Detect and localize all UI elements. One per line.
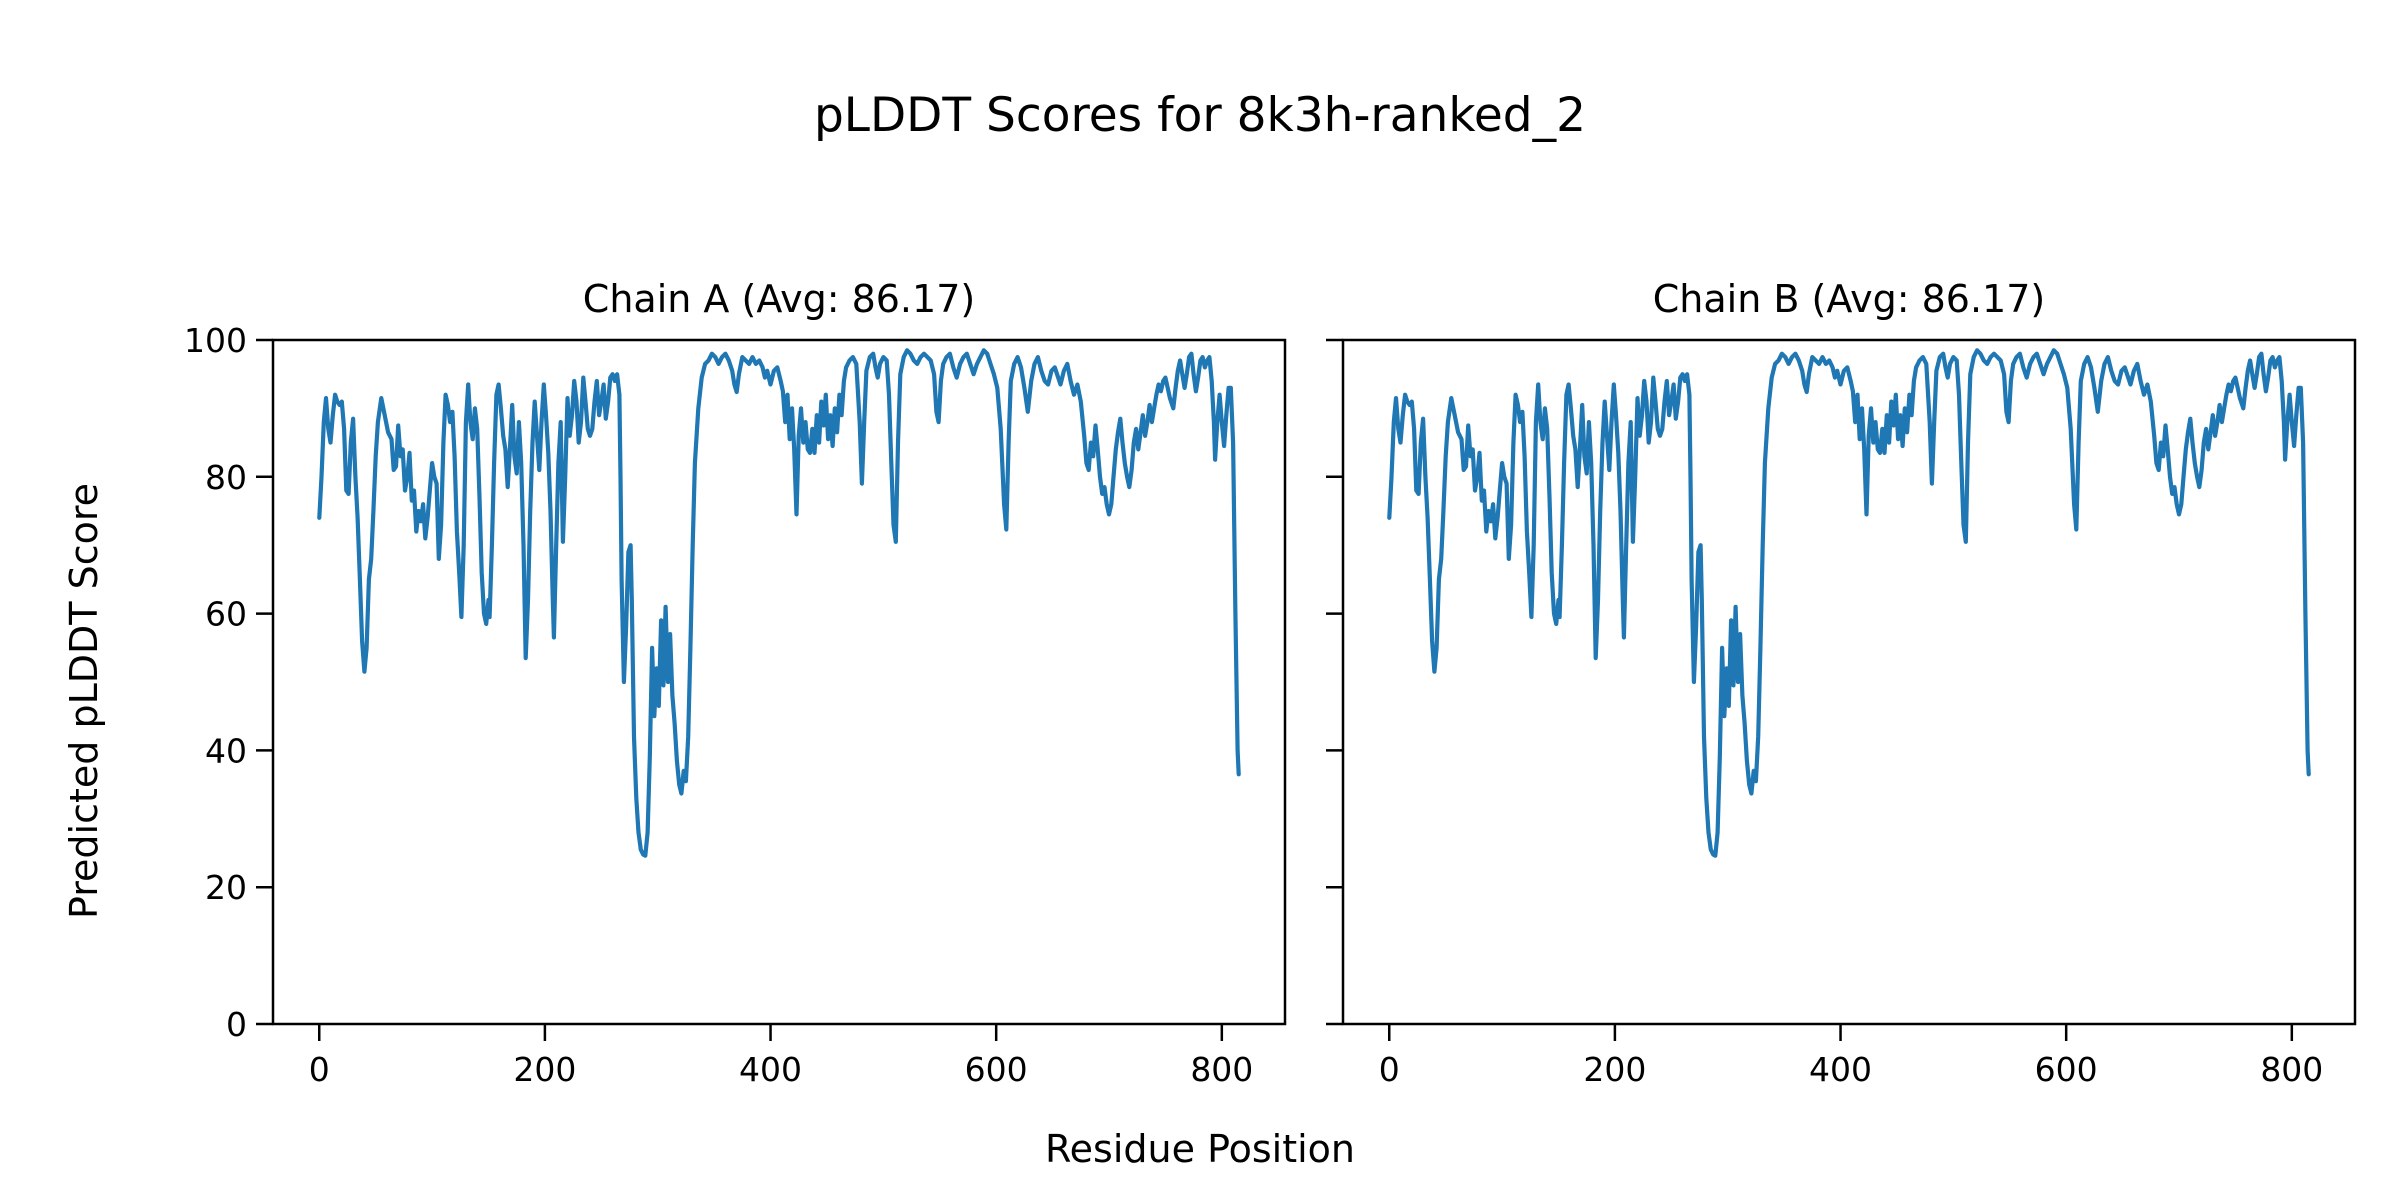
x-tick-label-b: 800 (2260, 1050, 2323, 1089)
figure-title: pLDDT Scores for 8k3h-ranked_2 (813, 88, 1587, 143)
chain-b-line (1387, 348, 2311, 858)
y-tick-label-a: 0 (226, 1005, 247, 1044)
x-tick-label-b: 0 (1379, 1050, 1400, 1089)
x-tick-label-b: 400 (1809, 1050, 1872, 1089)
x-tick-label-b: 600 (2035, 1050, 2098, 1089)
chain-a-title: Chain A (Avg: 86.17) (582, 277, 976, 321)
chain-b-title: Chain B (Avg: 86.17) (1652, 277, 2046, 321)
x-tick-label-a: 400 (739, 1050, 802, 1089)
y-tick-label-a: 40 (205, 731, 247, 770)
chain-a-axes (271, 338, 1287, 1026)
y-tick-label-a: 60 (205, 595, 247, 634)
x-tick-label-a: 800 (1190, 1050, 1253, 1089)
y-tick-label-a: 20 (205, 868, 247, 907)
y-tick-label-a: 100 (184, 321, 247, 360)
x-axis-label: Residue Position (1044, 1127, 1356, 1171)
chain-a-line (317, 348, 1241, 858)
y-tick-label-a: 80 (205, 458, 247, 497)
x-tick-label-a: 200 (513, 1050, 576, 1089)
x-tick-label-b: 200 (1583, 1050, 1646, 1089)
x-tick-label-a: 600 (965, 1050, 1028, 1089)
chain-b-axes (1341, 338, 2357, 1026)
x-tick-label-a: 0 (309, 1050, 330, 1089)
